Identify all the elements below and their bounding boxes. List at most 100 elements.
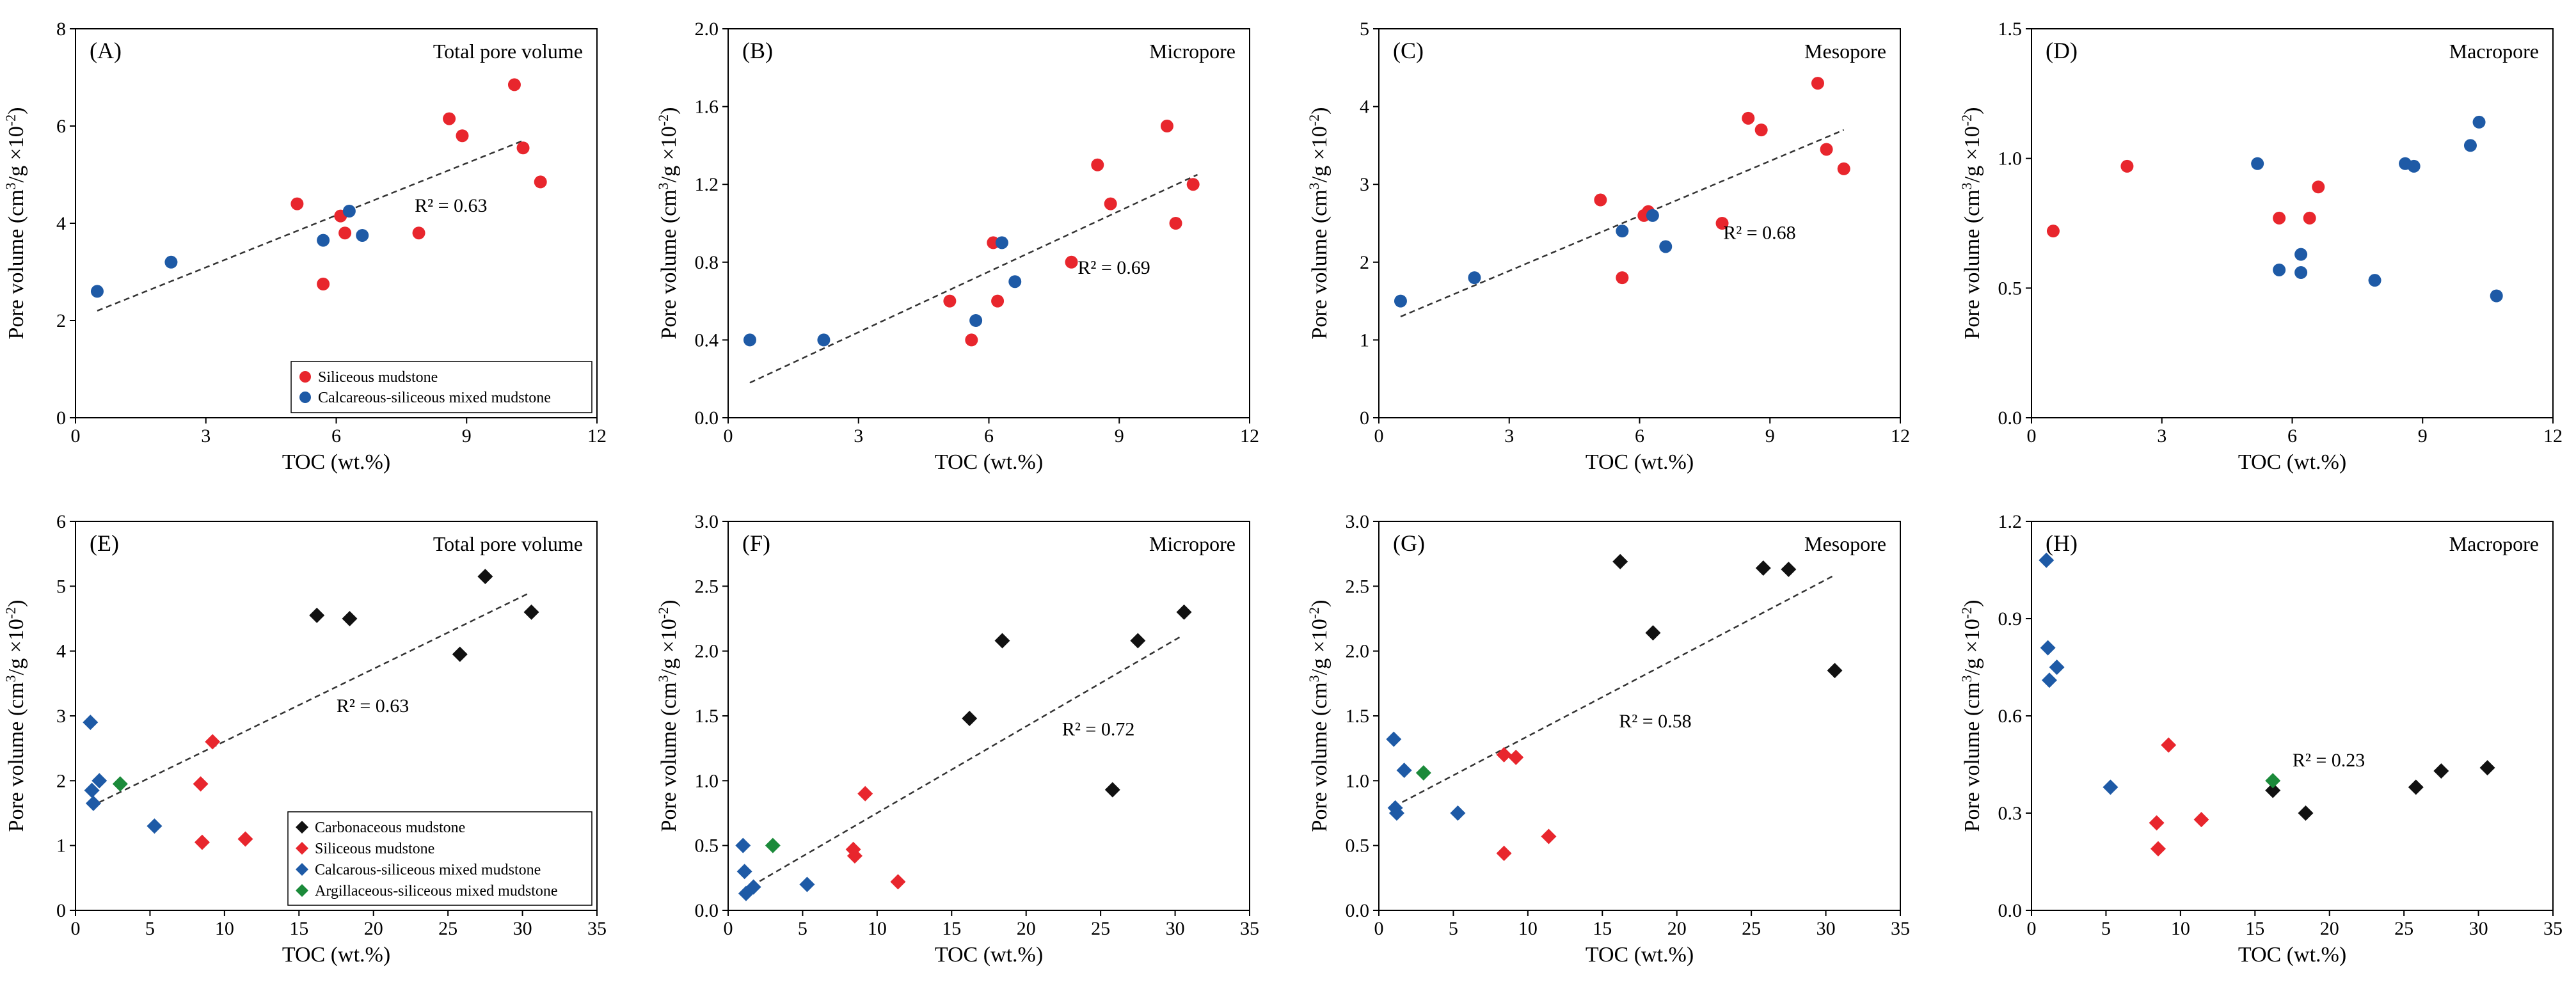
x-tick-label: 0 <box>1374 918 1384 939</box>
legend-marker <box>299 371 311 383</box>
data-point <box>205 734 221 750</box>
y-tick-label: 0.4 <box>695 329 719 351</box>
data-point <box>2303 211 2316 225</box>
y-axis-label-part: /g ×10 <box>4 126 28 182</box>
data-point <box>1468 271 1481 285</box>
data-point <box>962 711 978 727</box>
legend-marker <box>296 842 308 855</box>
y-tick-label: 8 <box>56 19 66 40</box>
y-tick-label: 6 <box>56 116 66 137</box>
series-calcarous-siliceous-mixed-mudstone <box>735 837 815 901</box>
x-tick-label: 20 <box>1667 918 1687 939</box>
legend-marker <box>296 863 308 876</box>
y-axis-label-part: ) <box>1960 600 1984 607</box>
data-point <box>523 604 539 620</box>
series-siliceous-mudstone <box>290 78 547 290</box>
series-siliceous-mudstone <box>943 120 1200 347</box>
data-point <box>2368 274 2381 287</box>
data-point <box>2463 139 2477 152</box>
x-tick-label: 10 <box>2171 918 2190 939</box>
series-siliceous-mudstone <box>1496 747 1557 861</box>
y-axis-label-part: ) <box>1308 600 1332 607</box>
x-tick-label: 25 <box>1742 918 1761 939</box>
data-point <box>2150 841 2166 857</box>
x-tick-label: 15 <box>942 918 961 939</box>
data-point <box>2251 157 2264 170</box>
y-axis-label-part: 3 <box>655 182 671 189</box>
y-axis-label-part: -2 <box>655 607 671 619</box>
data-point <box>1820 143 1833 156</box>
data-point <box>2193 812 2209 828</box>
r-squared-label: R² = 0.69 <box>1077 257 1150 278</box>
y-axis-label-part: 3 <box>1306 182 1322 189</box>
y-tick-label: 3 <box>1360 174 1369 195</box>
panel-letter: (C) <box>1393 38 1424 63</box>
y-axis-label-part: Pore volume (cm <box>657 682 681 832</box>
data-point <box>2039 552 2055 568</box>
x-tick-label: 35 <box>1891 918 1910 939</box>
data-point <box>338 226 352 240</box>
panel-b: 0 3 6 9 12 0.0 0.4 0.8 1.2 1.6 2.0 TOC (wt.%) Pore v… <box>655 19 1259 474</box>
y-tick-label: 4 <box>1360 97 1369 118</box>
data-point <box>1645 625 1661 641</box>
x-tick-label: 25 <box>438 918 457 939</box>
legend-frame <box>287 811 592 906</box>
y-axis-label-part: Pore volume (cm <box>657 189 681 339</box>
y-axis-label-part: 3 <box>655 675 671 682</box>
data-point <box>1811 77 1824 90</box>
x-tick-label: 5 <box>1449 918 1458 939</box>
legend-marker <box>296 821 308 834</box>
plot-frame <box>2031 521 2554 911</box>
legend-label: Siliceous mudstone <box>315 841 434 857</box>
y-axis-label-part: ) <box>1960 107 1984 115</box>
y-axis-label-part: -2 <box>655 115 671 126</box>
x-tick-label: 30 <box>2469 918 2488 939</box>
data-point <box>2294 248 2308 261</box>
data-point <box>1781 561 1797 577</box>
panel-title: Micropore <box>1149 532 1236 555</box>
panel-letter: (D) <box>2046 38 2078 63</box>
data-point <box>507 78 521 91</box>
y-tick-label: 3 <box>56 706 66 727</box>
x-axis-label: TOC (wt.%) <box>935 450 1043 474</box>
data-point <box>2049 660 2065 675</box>
series-carbonaceous-mudstone <box>962 604 1192 798</box>
series-carbonaceous-mudstone <box>2265 760 2495 821</box>
data-point <box>412 226 425 240</box>
data-point <box>735 837 751 853</box>
data-point <box>995 236 1008 249</box>
y-tick-label: 5 <box>56 576 66 597</box>
series-calcarous-siliceous-mixed-mudstone <box>1386 731 1466 821</box>
y-axis-label-part: /g ×10 <box>4 619 28 675</box>
y-axis-label-part: -2 <box>1306 115 1322 126</box>
y-axis-label-part: -2 <box>3 607 19 619</box>
series-calcareous-siliceous-mixed-mudstone <box>1394 209 1673 308</box>
series-argillaceous-siliceous-mixed-mudstone <box>765 837 781 853</box>
panel-letter: (E) <box>90 530 119 556</box>
data-point <box>2149 815 2165 831</box>
y-tick-label: 2.0 <box>1346 641 1370 662</box>
x-axis-label: TOC (wt.%) <box>2238 450 2346 474</box>
r-squared-label: R² = 0.23 <box>2293 750 2365 771</box>
data-point <box>342 205 356 218</box>
legend-bottom: Carbonaceous mudstone Siliceous mudstone C… <box>287 811 592 906</box>
data-point <box>2161 737 2177 753</box>
y-axis-label-part: /g ×10 <box>657 126 681 182</box>
y-tick-label: 1.5 <box>1346 706 1370 727</box>
x-axis-label: TOC (wt.%) <box>2238 943 2346 967</box>
data-point <box>994 633 1010 649</box>
data-point <box>194 834 210 850</box>
y-axis-label-part: 3 <box>3 675 19 682</box>
data-point <box>1394 294 1407 308</box>
data-point <box>2312 180 2325 194</box>
data-point <box>1169 217 1182 230</box>
legend-top: Siliceous mudstone Calcareous-siliceous m… <box>290 361 592 413</box>
y-axis-label-part: /g ×10 <box>1960 126 1984 182</box>
series-calcareous-siliceous-mixed-mudstone <box>90 205 369 298</box>
data-point <box>2472 115 2486 129</box>
y-tick-label: 3.0 <box>1346 511 1370 532</box>
y-axis-label: Pore volume (cm3/g ×10-2) <box>1959 107 1984 340</box>
y-tick-label: 4 <box>56 213 66 234</box>
y-tick-label: 0.0 <box>1346 900 1370 921</box>
data-point <box>2120 159 2134 173</box>
